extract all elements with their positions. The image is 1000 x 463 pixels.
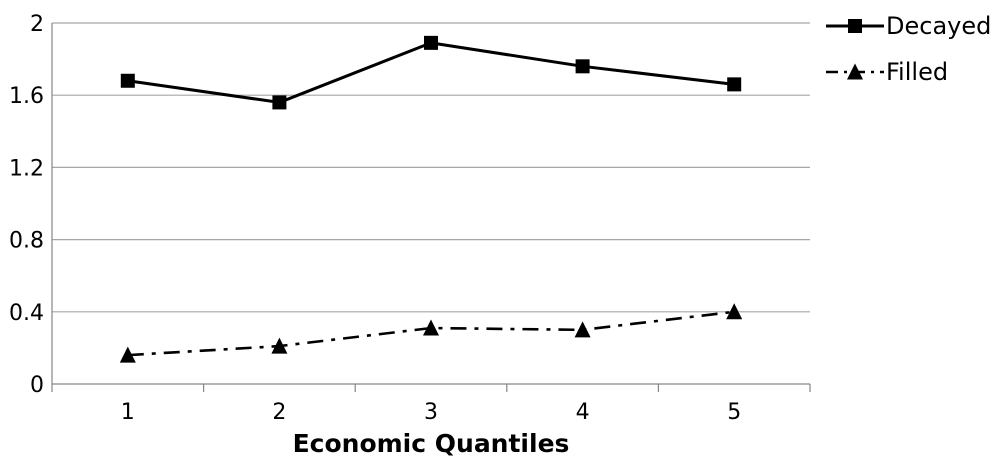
series-filled (119, 303, 743, 363)
data-point (726, 303, 743, 320)
axes (51, 23, 811, 392)
y-tick-label: 1.6 (9, 84, 44, 109)
data-point (575, 59, 590, 74)
x-tick-label: 3 (424, 400, 438, 425)
series-decayed (120, 35, 742, 110)
legend-label: Decayed (886, 12, 991, 40)
x-tick-label: 2 (272, 400, 286, 425)
x-tick-labels: 1 2 3 4 5 (121, 400, 741, 425)
y-tick-label: 0 (30, 373, 44, 398)
legend: Decayed Filled (826, 12, 991, 86)
legend-item-decayed: Decayed (826, 12, 991, 40)
gridlines (52, 22, 810, 313)
x-tick-label: 1 (121, 400, 135, 425)
legend-marker (847, 63, 863, 80)
y-tick-label: 0.8 (9, 229, 44, 254)
data-point (727, 77, 742, 92)
data-point (119, 346, 136, 363)
legend-item-filled: Filled (826, 58, 948, 86)
data-point (271, 337, 288, 354)
y-tick-label: 0.4 (9, 301, 44, 326)
y-tick-labels: 0 0.4 0.8 1.2 1.6 2 (9, 12, 44, 398)
x-axis-title: Economic Quantiles (293, 429, 570, 458)
data-point (574, 321, 591, 338)
data-point (120, 73, 135, 88)
y-tick-label: 1.2 (9, 156, 44, 181)
data-point (424, 35, 438, 50)
series-line (127, 41, 735, 104)
legend-label: Filled (886, 58, 948, 86)
series-line (127, 310, 735, 357)
x-tick-label: 4 (576, 400, 590, 425)
y-tick-label: 2 (30, 12, 44, 37)
x-tick-label: 5 (727, 400, 741, 425)
data-point (272, 95, 287, 110)
series-layer (119, 35, 743, 363)
data-point (423, 319, 439, 336)
legend-marker (848, 19, 862, 33)
